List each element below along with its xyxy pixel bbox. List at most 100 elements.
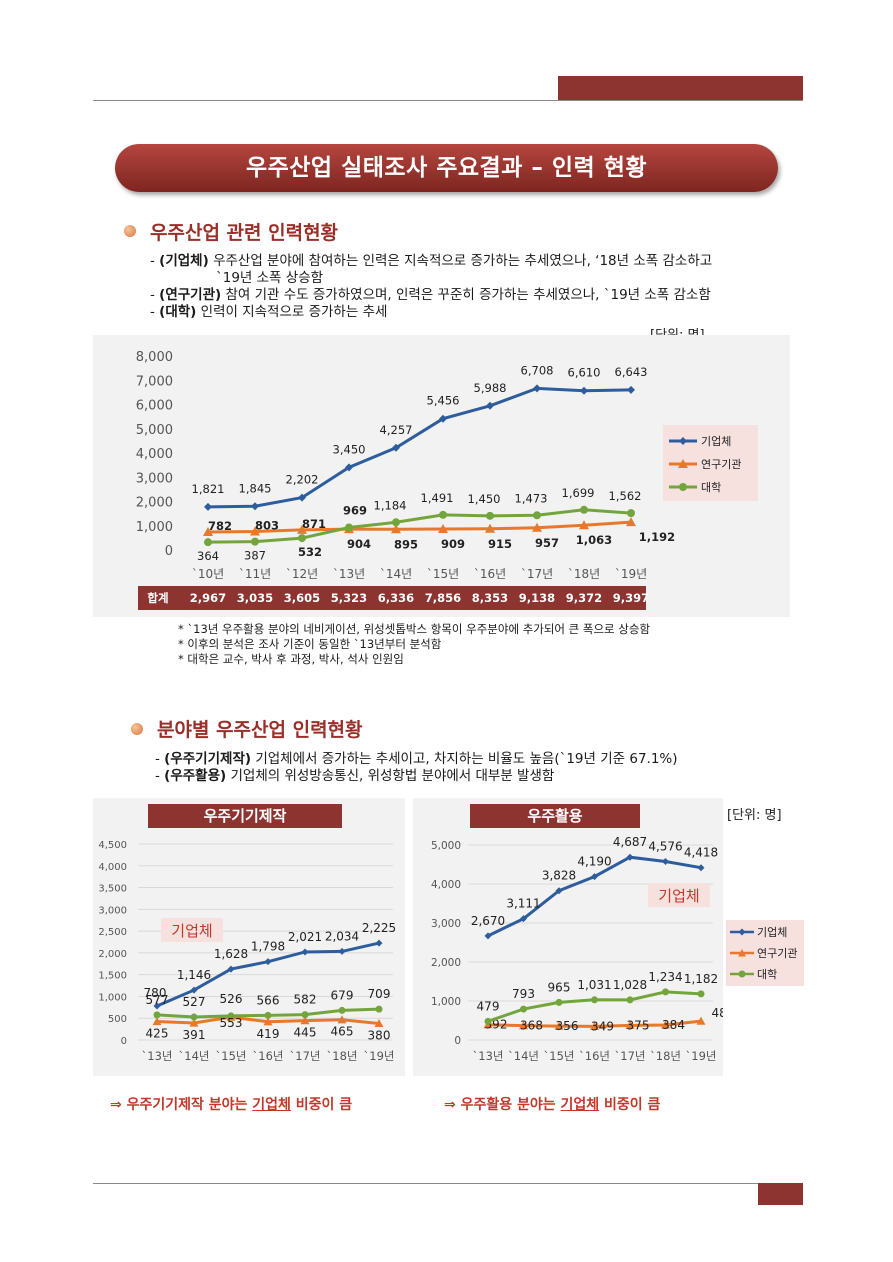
legend-marker <box>679 483 687 491</box>
data-point-marker <box>298 534 306 543</box>
data-point-marker <box>153 1002 161 1010</box>
data-label: 5,456 <box>427 394 460 408</box>
y-tick-label: 2,500 <box>98 927 127 938</box>
data-label: 957 <box>535 536 559 550</box>
data-label: 1,699 <box>562 486 595 500</box>
data-point-marker <box>189 1018 199 1027</box>
section1-title: 우주산업 관련 인력현황 <box>150 222 339 244</box>
data-point-marker <box>696 1016 706 1025</box>
data-point-marker <box>204 502 212 511</box>
legend-marker <box>678 459 688 468</box>
series-line-0 <box>207 386 632 509</box>
application-line-chart: 5,000 4,000 3,000 2,000 1,000 0 `13년 `14년 `15년 `1… <box>431 835 735 1063</box>
y-tick-label: 1,000 <box>431 996 461 1008</box>
data-point-marker <box>555 887 563 895</box>
data-label: 6,708 <box>521 363 554 377</box>
x-tick-label: `18년 <box>568 567 600 581</box>
data-point-marker <box>625 1020 635 1029</box>
total-cell: 5,323 <box>330 591 368 605</box>
data-label: 2,202 <box>286 473 319 487</box>
data-point-marker <box>338 1006 346 1014</box>
data-label: 2,670 <box>471 914 505 928</box>
note-3: * 대학은 교수, 박사 후 과정, 박사, 석사 인원임 <box>178 652 404 666</box>
total-cell: 3,605 <box>283 591 321 605</box>
data-label: 1,192 <box>639 530 675 544</box>
data-label: 391 <box>183 1028 206 1042</box>
data-point-marker <box>484 932 492 940</box>
y-tick-label: 2,000 <box>98 949 127 960</box>
desc-line-3: - (대학) 인력이 지속적으로 증가하는 추세 <box>150 304 388 320</box>
y-tick-label: 1,000 <box>98 992 127 1003</box>
data-point-marker <box>533 384 541 393</box>
x-tick-label: `19년 <box>615 567 647 581</box>
data-label: 4,418 <box>684 846 718 860</box>
footer-accent-block <box>758 1183 803 1205</box>
data-label: 1,031 <box>577 978 611 992</box>
data-point-marker <box>626 853 634 861</box>
legend-label: 연구기관 <box>701 458 741 471</box>
total-cell: 9,397 <box>612 591 650 605</box>
data-label: 782 <box>208 519 232 533</box>
left-chart-panel: 4,500 4,000 3,500 3,000 2,500 2,000 1,500 1,000… <box>93 798 405 1076</box>
data-label: 4,576 <box>648 840 682 854</box>
bullet-icon <box>131 723 143 735</box>
data-point-marker <box>264 958 272 966</box>
x-tick-label: `17년 <box>521 567 553 581</box>
data-label: 425 <box>146 1026 169 1040</box>
note-1: * `13년 우주활용 분야의 네비게이션, 위성셋톱박스 항목이 우주분야에 … <box>178 622 651 636</box>
annotation-label: 기업체 <box>658 887 699 905</box>
data-label: 1,491 <box>421 491 454 505</box>
data-label: 6,643 <box>615 365 648 379</box>
right-chart-title: 우주활용 <box>470 804 640 828</box>
data-label: 349 <box>591 1019 614 1033</box>
data-point-marker <box>439 414 447 423</box>
data-label: 527 <box>183 995 206 1009</box>
x-tick-label: `11년 <box>239 567 271 581</box>
data-label: 4,687 <box>613 835 647 849</box>
data-point-marker <box>190 1013 198 1021</box>
total-cell: 6,336 <box>377 591 415 605</box>
data-label: 2,034 <box>325 929 359 943</box>
data-point-marker <box>391 524 401 534</box>
x-tick-label: `18년 <box>650 1049 681 1063</box>
x-tick-label: `13년 <box>473 1049 504 1063</box>
legend-label: 기업체 <box>701 435 731 448</box>
y-tick-label: 6,000 <box>136 399 173 414</box>
y-tick-label: 2,000 <box>136 496 173 511</box>
totals-row: 합계 2,967 3,035 3,605 5,323 6,336 7,856 8,353 9,… <box>138 586 649 610</box>
page-title-banner: 우주산업 실태조사 주요결과 – 인력 현황 <box>115 144 778 192</box>
data-point-marker <box>250 526 260 536</box>
data-label: 553 <box>220 1016 243 1030</box>
y-tick-label: 1,500 <box>98 971 127 982</box>
data-point-marker <box>626 517 636 527</box>
x-tick-label: `15년 <box>544 1049 575 1063</box>
legend-label: 대학 <box>757 968 777 981</box>
y-tick-label: 2,000 <box>431 957 461 969</box>
data-point-marker <box>662 988 669 996</box>
y-tick-label: 8,000 <box>136 350 173 365</box>
data-label: 1,182 <box>684 972 718 986</box>
data-label: 915 <box>488 537 512 551</box>
data-point-marker <box>484 1017 492 1025</box>
y-tick-label: 4,000 <box>98 862 127 873</box>
data-label: 2,021 <box>288 930 322 944</box>
y-tick-label: 4,000 <box>431 879 461 891</box>
header-accent-block <box>558 76 803 100</box>
legend-label: 대학 <box>701 481 721 494</box>
equipment-line-chart: 4,500 4,000 3,500 3,000 2,500 2,000 1,500 1,000… <box>98 840 396 1063</box>
data-point-marker <box>661 1020 670 1029</box>
y-tick-label: 3,000 <box>136 471 173 486</box>
data-label: 1,562 <box>609 489 642 503</box>
data-point-marker <box>627 509 635 518</box>
left-chart-title: 우주기기제작 <box>148 804 342 828</box>
data-point-marker <box>153 1011 161 1019</box>
data-label: 1,473 <box>515 491 548 505</box>
notes: * `13년 우주활용 분야의 네비게이션, 위성셋톱박스 항목이 우주분야에 … <box>178 622 798 667</box>
data-label: 679 <box>331 988 354 1002</box>
legend-marker <box>738 970 746 978</box>
y-tick-label: 0 <box>121 1036 127 1047</box>
data-point-marker <box>297 524 307 534</box>
x-tick-label: `14년 <box>179 1049 210 1063</box>
x-tick-label: `16년 <box>579 1049 610 1063</box>
